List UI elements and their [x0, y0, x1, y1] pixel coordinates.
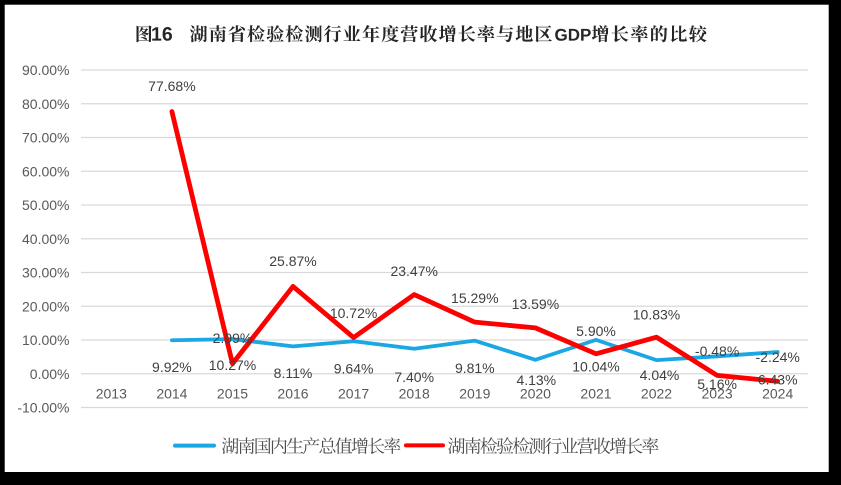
svg-text:70.00%: 70.00% [22, 130, 69, 146]
svg-text:2016: 2016 [277, 386, 308, 402]
svg-text:40.00%: 40.00% [22, 231, 69, 247]
svg-text:2015: 2015 [217, 386, 248, 402]
svg-text:10.72%: 10.72% [330, 305, 377, 321]
svg-text:10.04%: 10.04% [572, 358, 619, 374]
svg-text:2020: 2020 [520, 386, 551, 402]
svg-text:13.59%: 13.59% [512, 296, 559, 312]
svg-text:77.68%: 77.68% [148, 78, 195, 94]
svg-text:8.11%: 8.11% [274, 365, 313, 381]
svg-text:90.00%: 90.00% [22, 62, 69, 78]
svg-text:10.00%: 10.00% [22, 332, 69, 348]
svg-text:60.00%: 60.00% [22, 163, 69, 179]
svg-text:-2.24%: -2.24% [756, 349, 800, 365]
svg-text:6.43%: 6.43% [758, 372, 798, 388]
svg-text:10.83%: 10.83% [633, 307, 680, 323]
svg-text:2018: 2018 [399, 386, 430, 402]
svg-text:50.00%: 50.00% [22, 197, 69, 213]
svg-text:2023: 2023 [702, 386, 733, 402]
svg-text:9.92%: 9.92% [152, 359, 192, 375]
svg-text:15.29%: 15.29% [451, 290, 498, 306]
svg-text:9.81%: 9.81% [455, 360, 495, 376]
svg-text:23.47%: 23.47% [390, 263, 437, 279]
svg-text:2022: 2022 [641, 386, 672, 402]
svg-text:-10.00%: -10.00% [17, 400, 69, 416]
svg-text:80.00%: 80.00% [22, 96, 69, 112]
svg-text:2.99%: 2.99% [213, 330, 253, 346]
svg-text:25.87%: 25.87% [269, 253, 316, 269]
svg-text:10.27%: 10.27% [209, 357, 256, 373]
svg-text:0.00%: 0.00% [30, 366, 70, 382]
svg-text:2019: 2019 [459, 386, 490, 402]
svg-text:2021: 2021 [580, 386, 611, 402]
svg-text:5.16%: 5.16% [697, 376, 737, 392]
svg-text:2013: 2013 [96, 386, 127, 402]
svg-text:4.04%: 4.04% [640, 367, 680, 383]
svg-text:9.64%: 9.64% [334, 361, 374, 377]
svg-text:2014: 2014 [156, 386, 187, 402]
svg-text:-0.48%: -0.48% [695, 343, 739, 359]
svg-text:5.90%: 5.90% [576, 323, 616, 339]
svg-text:7.40%: 7.40% [394, 369, 434, 385]
svg-text:4.13%: 4.13% [516, 372, 556, 388]
svg-text:2017: 2017 [338, 386, 369, 402]
svg-text:20.00%: 20.00% [22, 298, 69, 314]
svg-text:30.00%: 30.00% [22, 265, 69, 281]
svg-text:2024: 2024 [762, 386, 793, 402]
